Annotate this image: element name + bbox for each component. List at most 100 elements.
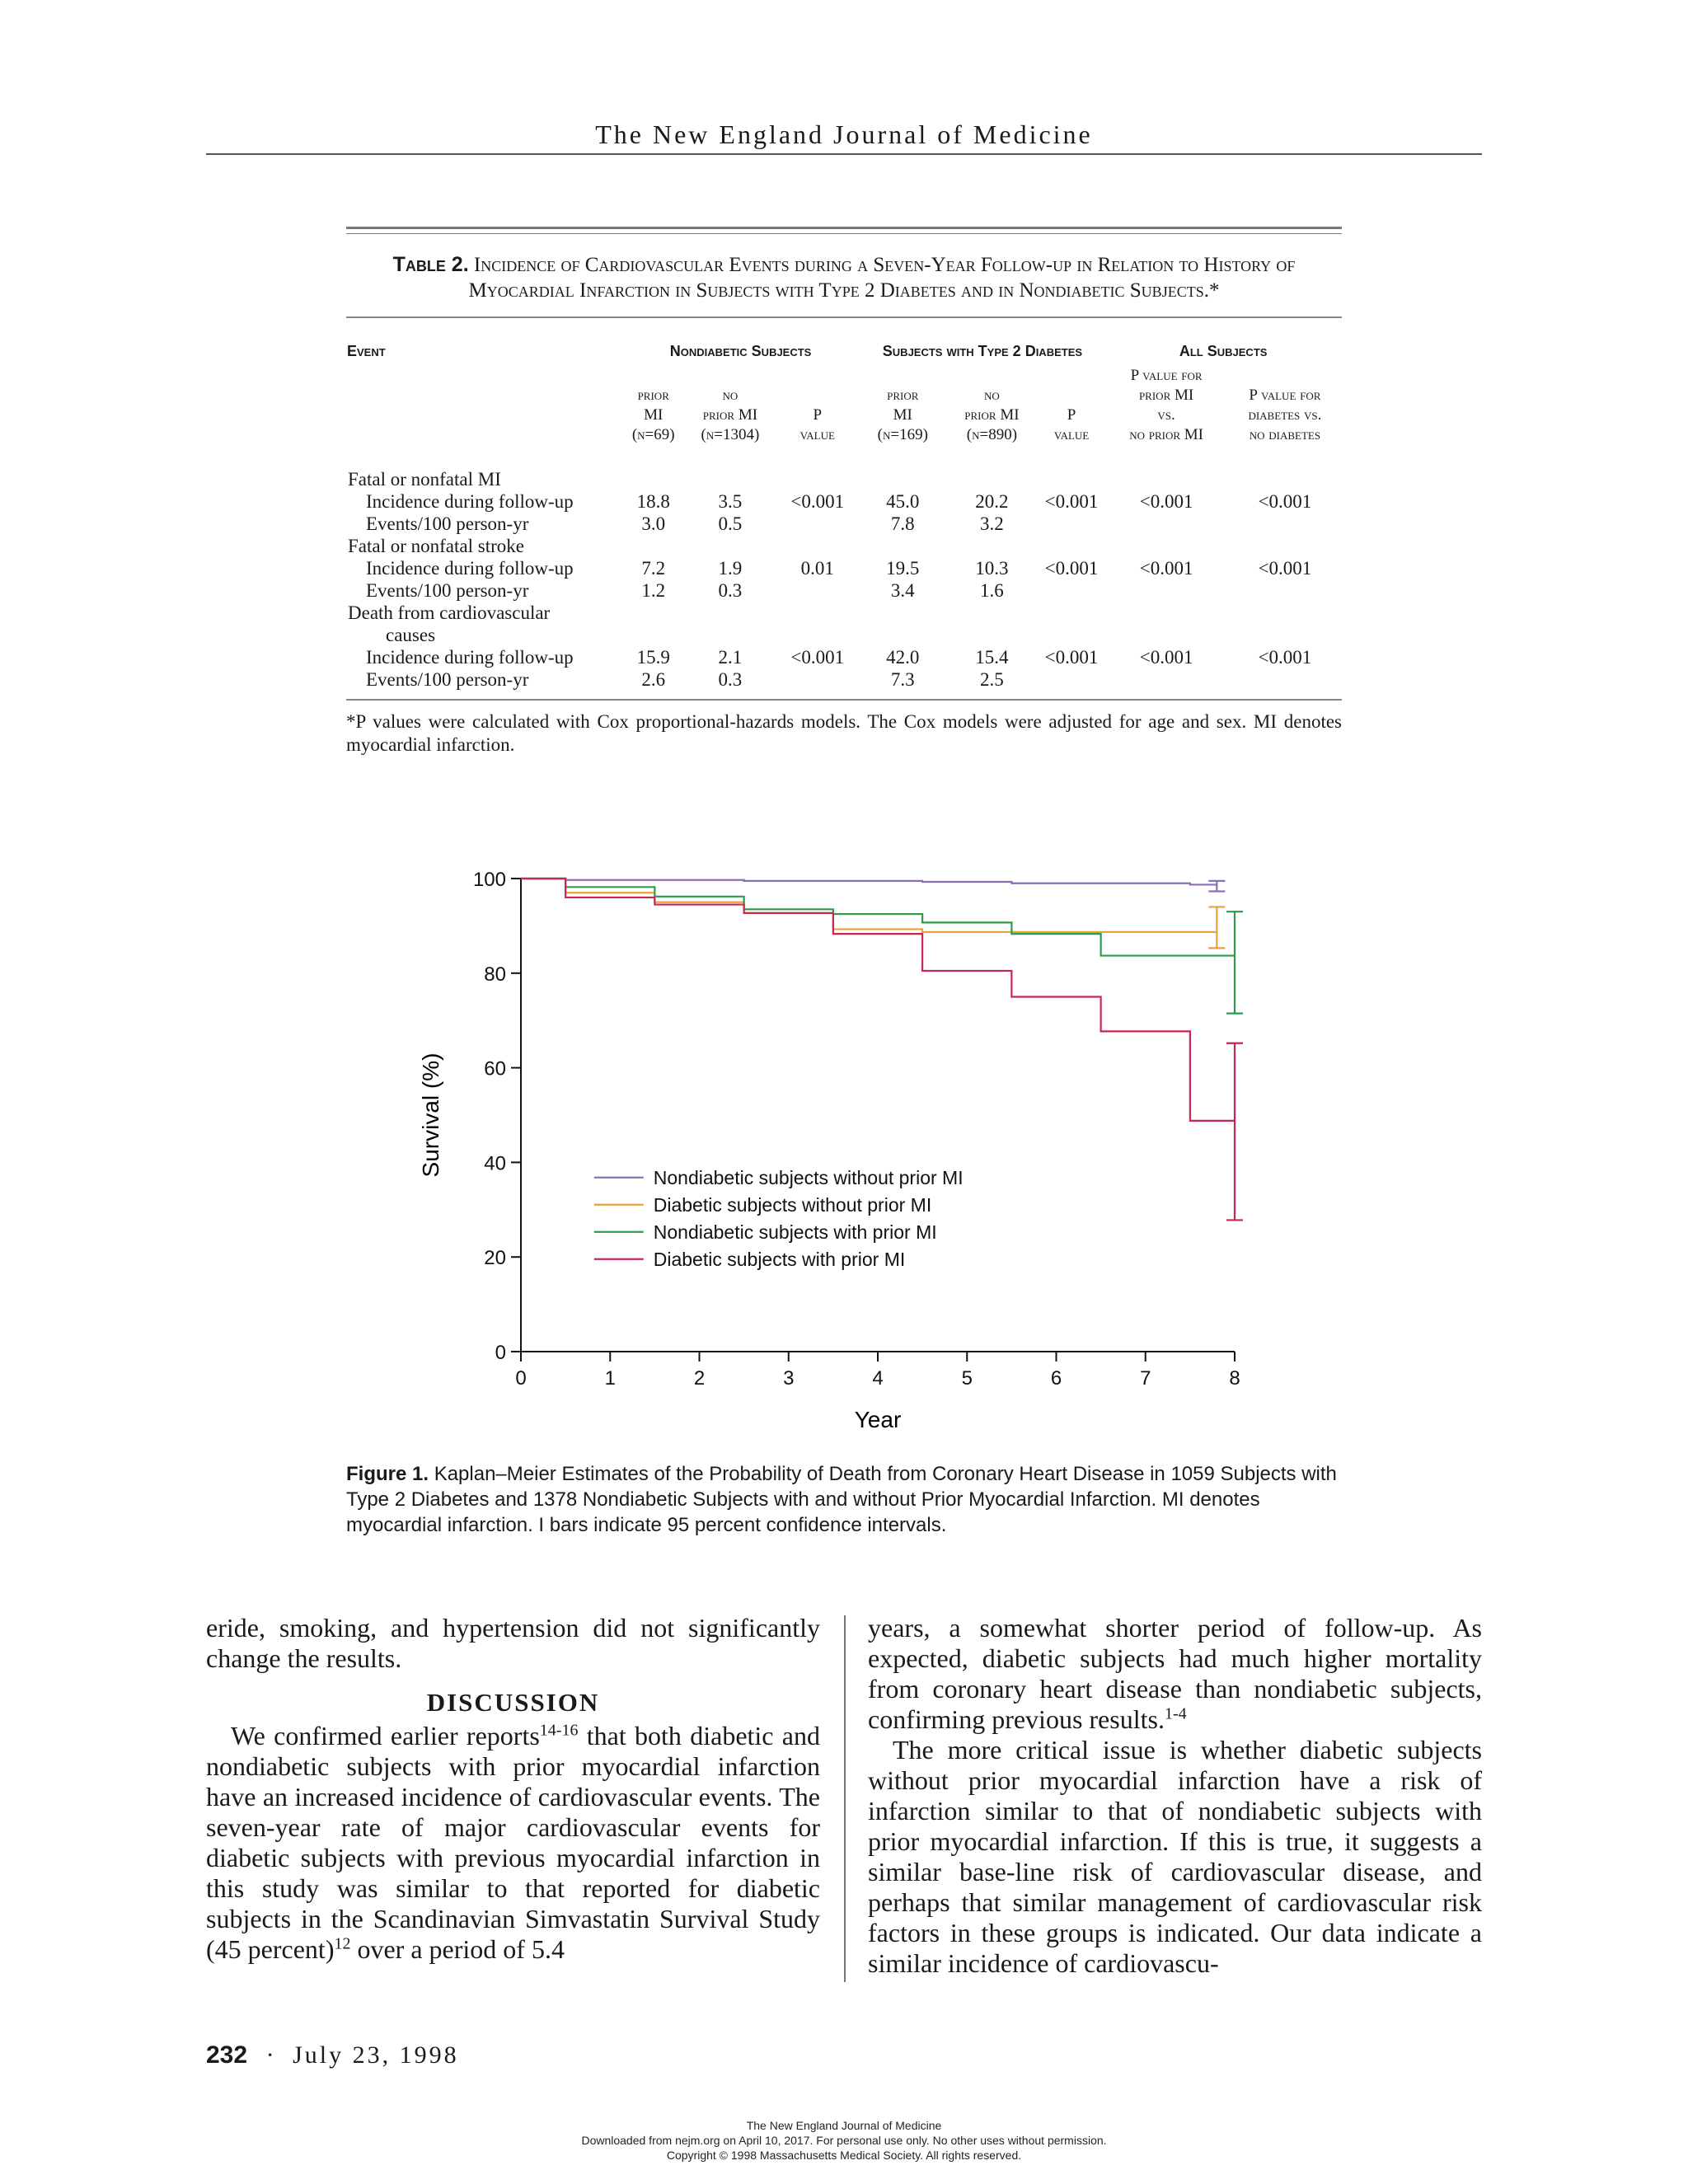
table-cell: <0.001 — [1258, 647, 1312, 668]
subheader-line: MI — [644, 406, 663, 424]
subheader-line: no — [984, 387, 1000, 404]
header-all: All Subjects — [1179, 343, 1268, 359]
header-rule — [206, 153, 1482, 155]
table-cell — [945, 602, 1039, 624]
table-cell: <0.001 — [790, 647, 845, 668]
km-series-line-3 — [521, 877, 1235, 1122]
row-label: Incidence during follow-up — [366, 647, 574, 668]
table-title-text: Incidence of Cardiovascular Events durin… — [468, 254, 1296, 302]
table-cell — [1039, 602, 1105, 624]
running-head: The New England Journal of Medicine — [595, 120, 1093, 149]
table-cell — [686, 602, 775, 624]
table-cell: <0.001 — [1139, 491, 1193, 512]
table-cell — [1228, 602, 1342, 624]
subheader-line: prior MI — [702, 406, 758, 424]
download-watermark: The New England Journal of Medicine Down… — [0, 2118, 1688, 2163]
table-row: Events/100 person-yr 1.2 0.3 3.4 1.6 — [346, 579, 1342, 602]
table-cell — [621, 450, 686, 490]
table-cell: 2.6 — [641, 669, 666, 690]
subheader-line: value — [1053, 426, 1090, 443]
paragraph: We confirmed earlier reports14-16 that b… — [206, 1721, 820, 1965]
legend-label-1: Diabetic subjects without prior MI — [654, 1194, 931, 1216]
table-cell — [1228, 535, 1342, 557]
table-cell: 19.5 — [886, 558, 920, 579]
table-cell: 1.9 — [718, 558, 743, 579]
table-row: Events/100 person-yr 2.6 0.3 7.3 2.5 — [346, 668, 1342, 699]
table-cell: 18.8 — [636, 491, 670, 512]
table-cell: 7.8 — [890, 513, 915, 534]
km-series-line-2 — [521, 877, 1235, 957]
y-tick-label: 40 — [484, 1152, 506, 1174]
table-cell — [1039, 668, 1105, 699]
series-layer — [521, 877, 1243, 1221]
row-label: Incidence during follow-up — [366, 491, 574, 512]
table-cell — [1228, 513, 1342, 535]
figure-1: 0 20 40 60 80 100 0 1 2 3 4 5 6 7 8 Nondiabetic subjec… — [412, 861, 1319, 1455]
table-cell — [621, 624, 686, 646]
subheader-line: prior MI — [1138, 387, 1194, 404]
row-label: causes — [386, 625, 436, 645]
watermark-line: Downloaded from nejm.org on April 10, 20… — [581, 2134, 1107, 2147]
table-row: Fatal or nonfatal stroke — [346, 535, 1342, 557]
x-tick-label: 4 — [872, 1367, 883, 1390]
subheader-line: prior — [887, 387, 919, 404]
table-cell — [686, 450, 775, 490]
subheader-cell: prior MI (n=69) — [621, 365, 686, 450]
subheader-line: value — [799, 426, 835, 443]
subheader-line: prior MI — [964, 406, 1020, 424]
subheader-line: no — [722, 387, 738, 404]
table-cell — [1039, 579, 1105, 602]
page-footer: 232 · July 23, 1998 — [206, 2041, 459, 2069]
row-label: Fatal or nonfatal stroke — [348, 536, 524, 556]
subheader-line: (n=1304) — [701, 426, 760, 443]
table-label: Table 2. — [392, 253, 469, 276]
subheader-line: P — [813, 406, 823, 424]
table-cell: 15.9 — [636, 647, 670, 668]
row-label: Death from cardiovascular — [348, 602, 551, 623]
legend-label-2: Nondiabetic subjects with prior MI — [654, 1221, 937, 1243]
y-tick-label: 80 — [484, 963, 506, 986]
table-cell — [1104, 450, 1228, 490]
table-cell: 7.3 — [890, 669, 915, 690]
y-tick-label: 60 — [484, 1058, 506, 1080]
table-cell — [945, 535, 1039, 557]
x-tick-label: 3 — [783, 1367, 794, 1390]
body-column-right: years, a somewhat shorter period of foll… — [868, 1613, 1482, 1979]
table-footnote: *P values were calculated with Cox propo… — [346, 711, 1342, 755]
table-cell: 1.6 — [980, 580, 1004, 601]
subheader-line: P value for — [1249, 387, 1321, 404]
table-cell — [1228, 579, 1342, 602]
table-cell: 0.3 — [718, 580, 743, 601]
chart-axes: 0 20 40 60 80 100 0 1 2 3 4 5 6 7 8 — [473, 869, 1240, 1390]
table-cell: <0.001 — [1139, 647, 1193, 668]
paragraph: The more critical issue is whether diabe… — [868, 1735, 1482, 1978]
citation: 12 — [334, 1934, 351, 1953]
subheader-cell: P value for prior MI vs. no prior MI — [1104, 365, 1228, 450]
table-cell — [1104, 579, 1228, 602]
page-number: 232 — [206, 2041, 248, 2069]
table-row: Death from cardiovascular — [346, 602, 1342, 624]
x-tick-label: 6 — [1051, 1367, 1062, 1390]
table-cell: 7.2 — [641, 558, 666, 579]
subheader-line: (n=890) — [966, 426, 1018, 443]
table-cell — [686, 624, 775, 646]
table-row: Events/100 person-yr 3.0 0.5 7.8 3.2 — [346, 513, 1342, 535]
table-2: Table 2. Incidence of Cardiovascular Eve… — [346, 227, 1342, 757]
table-cell — [1039, 624, 1105, 646]
x-tick-label: 8 — [1229, 1367, 1240, 1390]
subheader-cell: prior MI (n=169) — [860, 365, 946, 450]
table-cell: 45.0 — [886, 491, 920, 512]
watermark-line: The New England Journal of Medicine — [746, 2119, 942, 2132]
subheader-line: P value for — [1130, 367, 1203, 384]
table-cell: 2.5 — [980, 669, 1004, 690]
x-tick-label: 5 — [962, 1367, 973, 1390]
table-cell: 20.2 — [975, 491, 1009, 512]
table-cell: 3.5 — [718, 491, 743, 512]
table-cell — [775, 535, 860, 557]
table-cell: 15.4 — [975, 647, 1009, 668]
table-row: causes — [346, 624, 1342, 646]
table-cell — [860, 535, 946, 557]
legend-label-0: Nondiabetic subjects without prior MI — [654, 1167, 964, 1188]
subheader-line — [1039, 386, 1104, 405]
table-cell: 3.0 — [641, 513, 666, 534]
